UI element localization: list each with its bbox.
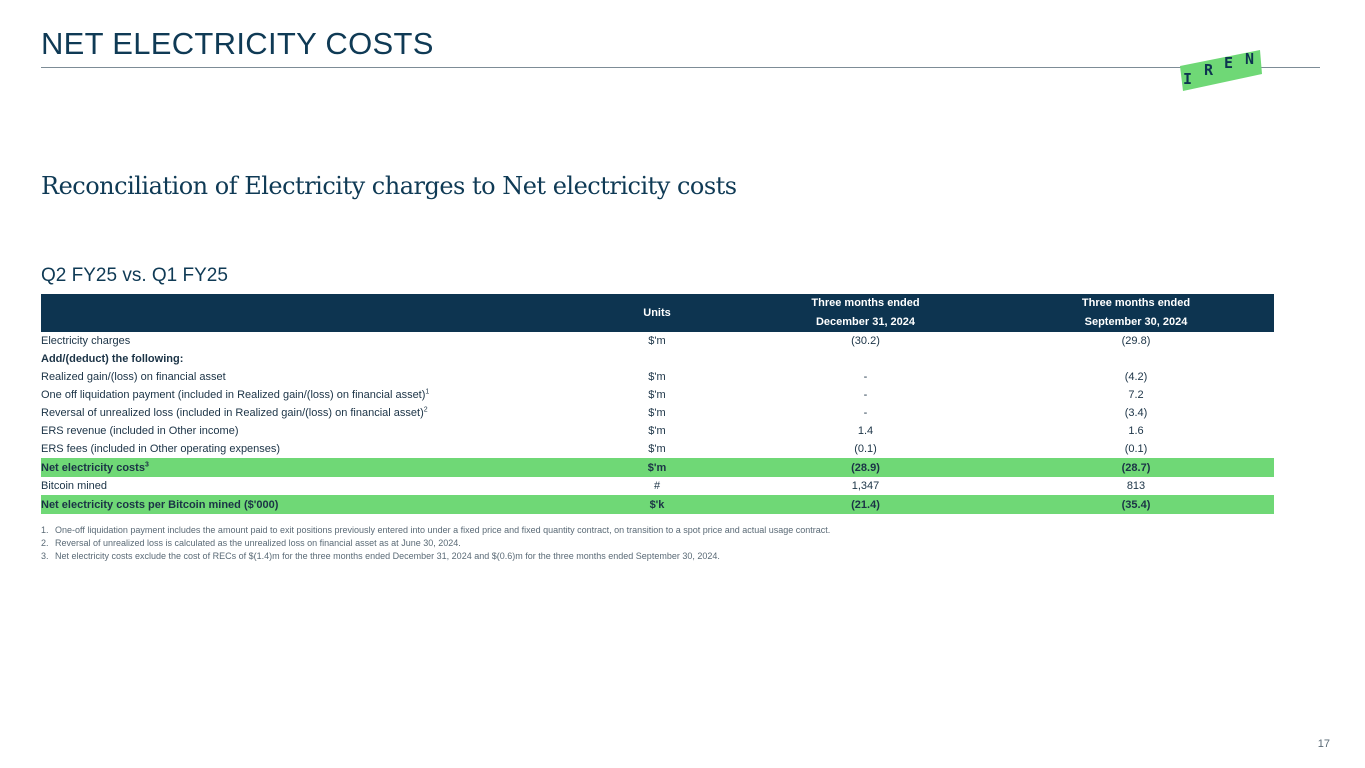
row-units: $'m — [648, 407, 666, 419]
footnote: 1. One-off liquidation payment includes t… — [41, 525, 831, 535]
footnote-ref: 1 — [425, 388, 430, 396]
row-units: $'m — [648, 335, 666, 347]
slide-subtitle: Reconciliation of Electricity charges to… — [41, 172, 737, 200]
row-label: ERS fees (included in Other operating ex… — [41, 443, 281, 455]
footnote-ref: 3 — [144, 460, 149, 468]
row-label: Bitcoin mined — [41, 480, 108, 492]
row-q1-value: (0.1) — [1124, 443, 1148, 455]
footnote: 2. Reversal of unrealized loss is calcula… — [41, 538, 461, 548]
footnotes: 1. One-off liquidation payment includes t… — [41, 524, 1241, 563]
row-q1-value: (4.2) — [1124, 371, 1148, 383]
title-divider — [41, 67, 1320, 68]
row-q1-value: (29.8) — [1121, 335, 1151, 347]
row-label: Net electricity costs3 — [41, 458, 581, 477]
highlighted-total-row: Net electricity costs per Bitcoin mined … — [41, 495, 1274, 514]
row-units: $'m — [581, 458, 733, 477]
highlighted-total-row: Net electricity costs3 $'m (28.9) (28.7) — [41, 458, 1274, 477]
logo-letter-n: N — [1245, 50, 1254, 68]
logo-letter-r: R — [1204, 61, 1214, 79]
row-units: $'k — [581, 495, 733, 514]
table-row: Realized gain/(loss) on financial asset … — [41, 368, 1274, 386]
row-label: Net electricity costs per Bitcoin mined … — [41, 495, 581, 514]
table-row: Electricity charges $'m (30.2) (29.8) — [41, 332, 1274, 350]
row-q1-value: 7.2 — [1128, 389, 1144, 401]
footnote-ref: 2 — [423, 406, 428, 414]
table-row: ERS revenue (included in Other income) $… — [41, 422, 1274, 440]
row-label: ERS revenue (included in Other income) — [41, 425, 239, 437]
header-q1-line1: Three months ended — [1081, 297, 1191, 309]
header-q2-period: Three months ended December 31, 2024 — [733, 294, 998, 332]
row-q2-value: (0.1) — [854, 443, 877, 455]
row-q1-value: (28.7) — [998, 458, 1274, 477]
row-q2-value: - — [863, 371, 868, 383]
row-q1-value: (35.4) — [998, 495, 1274, 514]
row-units: $'m — [648, 443, 666, 455]
table-row: One off liquidation payment (included in… — [41, 386, 1274, 404]
header-q1-period: Three months ended September 30, 2024 — [998, 294, 1274, 332]
page-number: 17 — [1317, 738, 1330, 750]
header-q2-line1: Three months ended — [811, 297, 920, 309]
row-units: $'m — [648, 389, 666, 401]
footnote: 3. Net electricity costs exclude the cost… — [41, 551, 720, 561]
row-q2-value: (21.4) — [733, 495, 998, 514]
row-label: Electricity charges — [41, 335, 131, 347]
row-q2-value: 1,347 — [851, 480, 880, 492]
table-row: Bitcoin mined # 1,347 813 — [41, 477, 1274, 495]
row-label: Add/(deduct) the following: — [41, 353, 184, 365]
page-title: NET ELECTRICITY COSTS — [41, 26, 434, 61]
table-row: ERS fees (included in Other operating ex… — [41, 440, 1274, 458]
row-q2-value: (30.2) — [851, 335, 880, 347]
row-units: # — [653, 480, 661, 492]
row-label: Realized gain/(loss) on financial asset — [41, 371, 226, 383]
row-units: $'m — [648, 425, 666, 437]
row-q2-value: 1.4 — [857, 425, 874, 437]
section-heading: Q2 FY25 vs. Q1 FY25 — [41, 265, 228, 286]
row-label: One off liquidation payment (included in… — [41, 388, 430, 401]
reconciliation-table: Units Three months ended December 31, 20… — [41, 294, 1274, 514]
table-row: Reversal of unrealized loss (included in… — [41, 404, 1274, 422]
row-label: Reversal of unrealized loss (included in… — [41, 406, 428, 419]
row-q2-value: - — [863, 389, 868, 401]
header-q1-line2: September 30, 2024 — [1084, 316, 1188, 328]
row-q1-value — [998, 350, 1274, 368]
row-q1-value: 813 — [1126, 480, 1146, 492]
header-label-cell — [41, 294, 581, 332]
row-q1-value: 1.6 — [1128, 425, 1144, 437]
row-q2-value: (28.9) — [733, 458, 998, 477]
header-units: Units — [581, 294, 733, 332]
table-header-row: Units Three months ended December 31, 20… — [41, 294, 1274, 332]
header-q2-line2: December 31, 2024 — [815, 316, 916, 328]
table-row: Add/(deduct) the following: — [41, 350, 1274, 368]
row-q1-value: (3.4) — [1124, 407, 1148, 419]
row-units — [581, 350, 733, 368]
row-units: $'m — [648, 371, 666, 383]
logo-letter-i: I — [1183, 70, 1192, 88]
iren-logo: I R E N — [1178, 46, 1262, 92]
row-q2-value: - — [863, 407, 868, 419]
logo-letter-e: E — [1224, 54, 1233, 72]
row-q2-value — [733, 350, 998, 368]
